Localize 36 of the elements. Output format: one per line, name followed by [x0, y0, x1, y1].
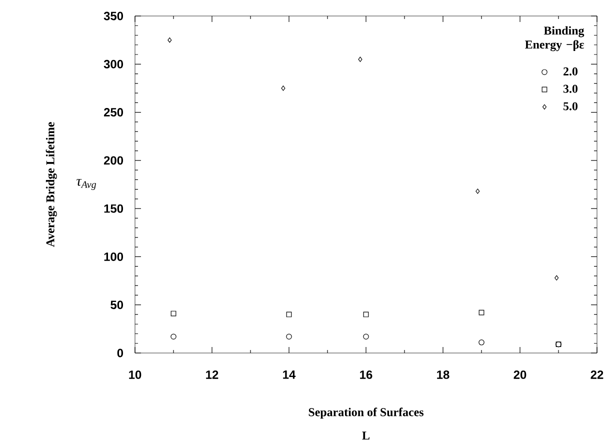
- point: [281, 86, 286, 91]
- point: [358, 56, 362, 62]
- y-tick-label: 100: [104, 252, 124, 261]
- point: [170, 310, 176, 316]
- x-axis-title: Separation of Surfaces: [308, 408, 424, 419]
- point: [478, 340, 484, 346]
- y-tick-label: 50: [110, 300, 124, 310]
- y-tick-label: 250: [104, 108, 124, 117]
- legend-title: Binding Energy −βε: [525, 26, 584, 52]
- y-tick-label: 0: [117, 348, 124, 358]
- text: L: [362, 432, 370, 440]
- y-tick-label: 200: [104, 156, 124, 165]
- point: [478, 310, 484, 316]
- point: [286, 312, 292, 318]
- point: [286, 334, 292, 340]
- x-tick-label: 16: [360, 370, 372, 379]
- x-tick-label: 20: [514, 370, 526, 379]
- point: [363, 334, 369, 340]
- x-tick-label: 18: [437, 370, 450, 379]
- point: [554, 275, 559, 280]
- x-tick-label: 22: [590, 370, 604, 379]
- legend-label: 3.0: [563, 84, 578, 93]
- x-tick-label: 12: [206, 370, 218, 379]
- legend-label: 5.0: [564, 102, 578, 110]
- point: [168, 37, 172, 43]
- text: τ$_{Avg}$: [76, 179, 96, 190]
- y-tick-label: 350: [104, 12, 124, 20]
- y-tick-label: 150: [104, 204, 124, 213]
- point: [476, 188, 480, 194]
- point: [363, 312, 369, 318]
- y-axis-title: Average Bridge Lifetime: [46, 122, 57, 248]
- x-tick-label: 10: [129, 370, 142, 379]
- x-tick-label: 14: [283, 370, 296, 379]
- legend-label: 2.0: [564, 67, 578, 76]
- y-tick-label: 300: [104, 60, 124, 68]
- point: [170, 334, 176, 340]
